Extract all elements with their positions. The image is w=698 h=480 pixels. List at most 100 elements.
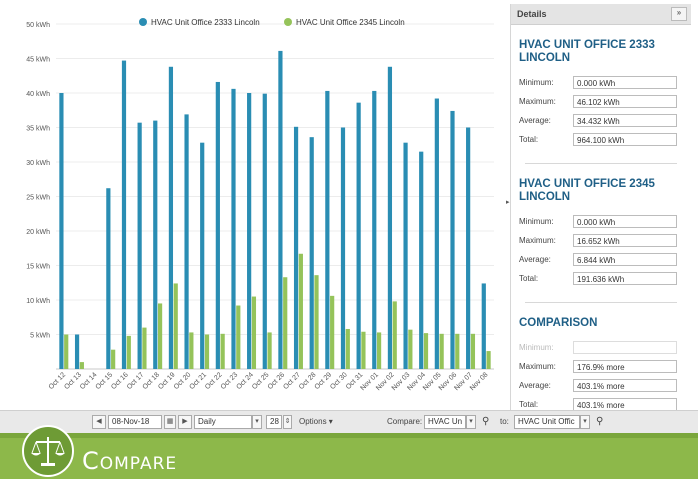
bar[interactable] bbox=[376, 332, 382, 369]
stat-label: Total: bbox=[519, 135, 539, 144]
bar[interactable] bbox=[231, 88, 236, 370]
comparison-title: COMPARISON bbox=[519, 317, 598, 329]
unit2-total-field[interactable]: 191.636 kWh bbox=[573, 272, 677, 285]
bar[interactable] bbox=[200, 142, 205, 369]
date-input[interactable]: 08-Nov-18 bbox=[108, 415, 162, 429]
bar[interactable] bbox=[387, 66, 393, 369]
previous-period-icon[interactable]: ◀ bbox=[92, 415, 106, 429]
y-tick-label: 40 kWh bbox=[26, 91, 50, 98]
period-count-input[interactable]: 28 bbox=[266, 415, 282, 429]
unit1-minimum-field[interactable]: 0.000 kWh bbox=[573, 76, 677, 89]
compare-label: Compare: bbox=[387, 417, 423, 426]
bar[interactable] bbox=[64, 334, 69, 370]
bar[interactable] bbox=[450, 110, 455, 369]
unit1-maximum-field[interactable]: 46.102 kWh bbox=[573, 95, 677, 108]
bar[interactable] bbox=[309, 137, 314, 369]
compare-select[interactable]: HVAC Un bbox=[424, 415, 466, 429]
bar[interactable] bbox=[466, 127, 471, 370]
bar[interactable] bbox=[293, 126, 299, 369]
banner-title: Compare bbox=[82, 447, 178, 475]
search-icon[interactable]: ⚲ bbox=[482, 416, 490, 427]
bar[interactable] bbox=[157, 303, 163, 369]
bar[interactable] bbox=[111, 349, 116, 369]
bar[interactable] bbox=[392, 301, 397, 369]
bar[interactable] bbox=[74, 334, 80, 370]
bar[interactable] bbox=[283, 277, 288, 369]
next-period-icon[interactable]: ▶ bbox=[178, 415, 192, 429]
chart-legend[interactable]: HVAC Unit Office 2333 Lincoln HVAC Unit O… bbox=[139, 18, 405, 27]
unit1-average-field[interactable]: 34.432 kWh bbox=[573, 114, 677, 127]
compare-banner: Compare bbox=[0, 425, 698, 479]
unit2-minimum-field[interactable]: 0.000 kWh bbox=[573, 215, 677, 228]
bar[interactable] bbox=[106, 188, 111, 369]
count-stepper-icon[interactable]: ⇕ bbox=[283, 415, 292, 429]
stat-label: Maximum: bbox=[519, 362, 556, 371]
bar[interactable] bbox=[434, 98, 439, 370]
bar[interactable] bbox=[408, 329, 413, 369]
bar[interactable] bbox=[251, 296, 257, 369]
bar[interactable] bbox=[204, 334, 210, 370]
legend-label[interactable]: HVAC Unit Office 2333 Lincoln bbox=[151, 18, 260, 27]
bar[interactable] bbox=[372, 90, 377, 370]
unit1-total-row: Total: 964.100 kWh bbox=[519, 130, 685, 149]
search-icon[interactable]: ⚲ bbox=[596, 416, 604, 427]
stat-label: Average: bbox=[519, 381, 551, 390]
bar[interactable] bbox=[262, 93, 267, 369]
collapse-icon[interactable]: » bbox=[671, 7, 687, 21]
interval-select[interactable]: Daily bbox=[194, 415, 252, 429]
bar[interactable] bbox=[345, 328, 350, 369]
bar[interactable] bbox=[79, 362, 84, 369]
bar[interactable] bbox=[126, 335, 131, 369]
bar[interactable] bbox=[423, 333, 429, 369]
details-panel: Details » HVAC UNIT OFFICE 2333 LINCOLN … bbox=[510, 4, 691, 434]
bar[interactable] bbox=[330, 295, 335, 369]
bar[interactable] bbox=[220, 333, 225, 369]
bar[interactable] bbox=[439, 333, 444, 369]
comparison-minimum-field[interactable] bbox=[573, 341, 677, 354]
chart-panel: 5 kWh 10 kWh 15 kWh 20 kWh 25 kWh 30 kWh 35 kW… bbox=[26, 18, 494, 393]
bar[interactable] bbox=[481, 283, 486, 369]
bar[interactable] bbox=[356, 102, 361, 369]
bar[interactable] bbox=[419, 151, 424, 369]
bar[interactable] bbox=[298, 253, 303, 369]
bar[interactable] bbox=[486, 351, 491, 369]
bar[interactable] bbox=[59, 93, 64, 369]
calendar-icon[interactable]: ▦ bbox=[164, 415, 176, 429]
options-menu-button[interactable]: Options ▾ bbox=[299, 417, 333, 426]
unit2-average-field[interactable]: 6.844 kWh bbox=[573, 253, 677, 266]
bar[interactable] bbox=[267, 332, 272, 369]
bar[interactable] bbox=[236, 305, 241, 369]
bar[interactable] bbox=[455, 333, 460, 369]
chevron-down-icon[interactable]: ▾ bbox=[466, 415, 476, 429]
bar[interactable] bbox=[403, 142, 408, 369]
unit2-maximum-field[interactable]: 16.652 kWh bbox=[573, 234, 677, 247]
bar[interactable] bbox=[142, 327, 147, 369]
legend-marker[interactable] bbox=[139, 18, 147, 26]
compare-to-select[interactable]: HVAC Unit Offic bbox=[514, 415, 580, 429]
bar[interactable] bbox=[184, 114, 189, 369]
unit1-total-field[interactable]: 964.100 kWh bbox=[573, 133, 677, 146]
bar[interactable] bbox=[168, 66, 174, 369]
bar[interactable] bbox=[189, 332, 194, 369]
bar[interactable] bbox=[314, 275, 319, 369]
bar[interactable] bbox=[340, 127, 346, 370]
unit1-average-row: Average: 34.432 kWh bbox=[519, 111, 685, 130]
comparison-average-field[interactable]: 403.1% more bbox=[573, 379, 677, 392]
comparison-maximum-field[interactable]: 176.9% more bbox=[573, 360, 677, 373]
bar[interactable] bbox=[278, 50, 283, 369]
bar[interactable] bbox=[153, 120, 158, 369]
bar[interactable] bbox=[247, 93, 252, 369]
bar[interactable] bbox=[470, 333, 476, 369]
stat-label: Maximum: bbox=[519, 97, 556, 106]
bar[interactable] bbox=[137, 122, 142, 369]
bar[interactable] bbox=[325, 90, 330, 370]
chevron-down-icon[interactable]: ▾ bbox=[252, 415, 262, 429]
panel-splitter-arrow-icon[interactable]: ▸ bbox=[506, 199, 510, 206]
bar[interactable] bbox=[361, 331, 366, 369]
chevron-down-icon[interactable]: ▾ bbox=[580, 415, 590, 429]
legend-marker[interactable] bbox=[284, 18, 292, 26]
bar[interactable] bbox=[173, 283, 178, 369]
bar[interactable] bbox=[121, 60, 127, 369]
legend-label[interactable]: HVAC Unit Office 2345 Lincoln bbox=[296, 18, 405, 27]
bar[interactable] bbox=[215, 81, 220, 370]
